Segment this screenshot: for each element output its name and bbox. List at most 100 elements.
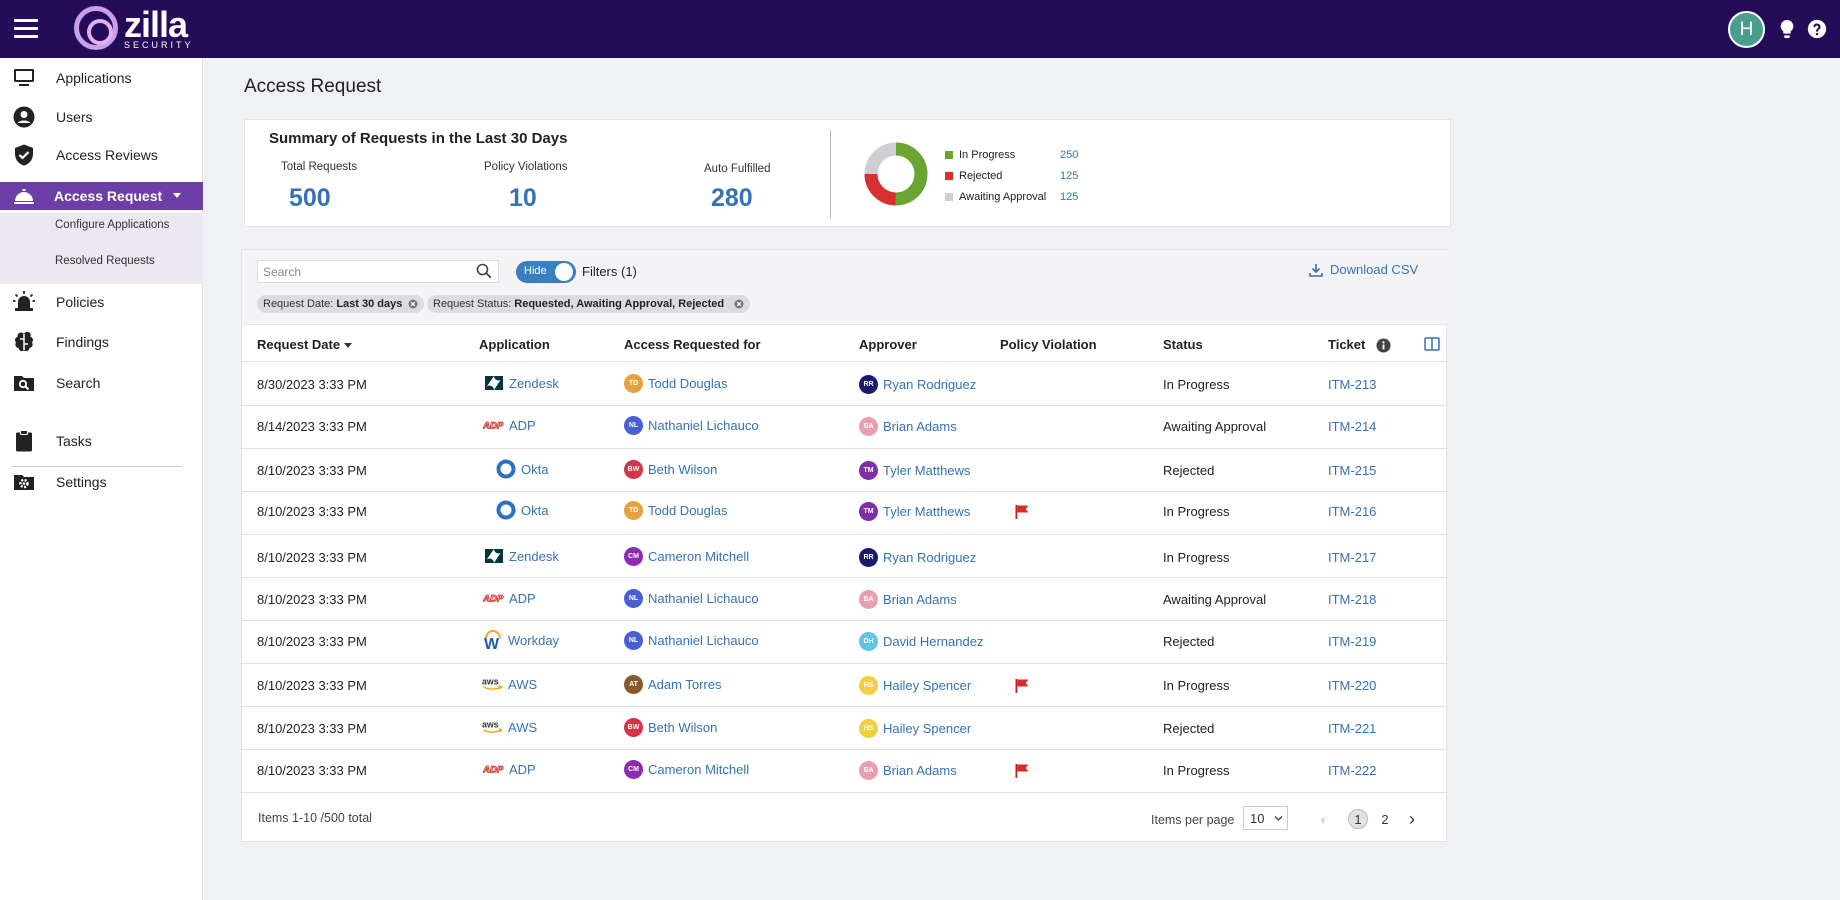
- hamburger-menu-icon[interactable]: [14, 19, 38, 39]
- approver-name: Brian Adams: [883, 419, 957, 434]
- approver-cell[interactable]: BA Brian Adams: [859, 417, 957, 436]
- legend-value-awaiting-approval[interactable]: 125: [1060, 191, 1079, 203]
- policy-violation-flag-icon[interactable]: [1014, 678, 1030, 694]
- application-cell[interactable]: Okta: [495, 459, 548, 479]
- page-2-button[interactable]: 2: [1381, 811, 1389, 827]
- approver-cell[interactable]: BA Brian Adams: [859, 761, 957, 780]
- column-settings-icon[interactable]: [1424, 336, 1440, 352]
- policy-violation-flag-icon[interactable]: [1014, 763, 1030, 779]
- ticket-link[interactable]: ITM-214: [1328, 419, 1377, 434]
- logo-mark: [74, 6, 118, 50]
- ticket-link[interactable]: ITM-213: [1328, 377, 1377, 392]
- approver-cell[interactable]: RR Ryan Rodriguez: [859, 375, 976, 394]
- sidebar-item-policies[interactable]: Policies: [0, 288, 203, 316]
- table-row[interactable]: 8/10/2023 3:33 PM aws AWS BW Beth Wilson HS Ha…: [242, 707, 1448, 750]
- column-header-approver[interactable]: Approver: [859, 337, 917, 352]
- table-row[interactable]: 8/10/2023 3:33 PM W Workday NL Nathaniel Lic…: [242, 621, 1448, 664]
- table-row[interactable]: 8/10/2023 3:33 PM Okta BW Beth Wilson TM Tyle…: [242, 449, 1448, 492]
- ticket-link[interactable]: ITM-216: [1328, 504, 1377, 519]
- requester-cell[interactable]: BW Beth Wilson: [624, 460, 717, 479]
- table-row[interactable]: 8/10/2023 3:33 PM ADP ADP NL Nathaniel Licha…: [242, 578, 1448, 621]
- search-input[interactable]: [257, 260, 499, 283]
- approver-name: Hailey Spencer: [883, 721, 972, 736]
- ticket-link[interactable]: ITM-221: [1328, 721, 1377, 736]
- application-cell[interactable]: aws AWS: [482, 718, 537, 736]
- column-header-policy-violation[interactable]: Policy Violation: [1000, 337, 1097, 352]
- policy-violation-flag-icon[interactable]: [1014, 504, 1030, 520]
- requester-cell[interactable]: TD Todd Douglas: [624, 374, 728, 393]
- approver-cell[interactable]: BA Brian Adams: [859, 590, 957, 609]
- sidebar-item-users[interactable]: Users: [0, 103, 203, 131]
- application-cell[interactable]: ADP ADP: [483, 589, 536, 607]
- ticket-link[interactable]: ITM-218: [1328, 592, 1377, 607]
- requester-cell[interactable]: CM Cameron Mitchell: [624, 760, 749, 779]
- table-row[interactable]: 8/10/2023 3:33 PM Okta TD Todd Douglas TM Tyl…: [242, 492, 1448, 535]
- search-icon[interactable]: [476, 263, 492, 279]
- application-cell[interactable]: ADP ADP: [483, 760, 536, 778]
- request-date-cell: 8/10/2023 3:33 PM: [257, 592, 367, 607]
- next-page-button[interactable]: ›: [1409, 808, 1415, 829]
- requester-cell[interactable]: BW Beth Wilson: [624, 718, 717, 737]
- application-cell[interactable]: aws AWS: [482, 675, 537, 693]
- legend-value-rejected[interactable]: 125: [1060, 170, 1079, 182]
- ticket-link[interactable]: ITM-220: [1328, 678, 1377, 693]
- requester-cell[interactable]: NL Nathaniel Lichauco: [624, 631, 759, 650]
- application-cell[interactable]: Zendesk: [483, 374, 559, 392]
- requester-cell[interactable]: AT Adam Torres: [624, 675, 721, 694]
- table-row[interactable]: 8/10/2023 3:33 PM ADP ADP CM Cameron Mitchel…: [242, 750, 1448, 793]
- close-icon[interactable]: [734, 299, 744, 309]
- subnav-item-resolved-requests[interactable]: Resolved Requests: [55, 255, 155, 267]
- close-icon[interactable]: [408, 299, 418, 309]
- column-header-application[interactable]: Application: [479, 337, 550, 352]
- help-icon[interactable]: [1806, 18, 1828, 40]
- download-csv-button[interactable]: Download CSV: [1309, 262, 1418, 277]
- requester-cell[interactable]: NL Nathaniel Lichauco: [624, 589, 759, 608]
- approver-cell[interactable]: HS Hailey Spencer: [859, 719, 971, 738]
- requester-cell[interactable]: TD Todd Douglas: [624, 501, 728, 520]
- application-cell[interactable]: Okta: [495, 500, 548, 520]
- user-avatar[interactable]: H: [1728, 11, 1765, 48]
- okta-logo-icon: [495, 459, 517, 479]
- table-row[interactable]: 8/10/2023 3:33 PM aws AWS AT Adam Torres HS Ha…: [242, 664, 1448, 707]
- items-per-page-select[interactable]: 10: [1243, 806, 1288, 830]
- sidebar-item-search[interactable]: Search: [0, 369, 203, 397]
- application-cell[interactable]: ADP ADP: [483, 416, 536, 434]
- filters-button[interactable]: Filters (1): [582, 264, 637, 279]
- sidebar-item-access-reviews[interactable]: Access Reviews: [0, 141, 203, 169]
- sidebar-item-applications[interactable]: Applications: [0, 64, 203, 92]
- ticket-link[interactable]: ITM-217: [1328, 550, 1377, 565]
- info-icon[interactable]: [1376, 338, 1391, 353]
- previous-page-button[interactable]: ‹: [1320, 811, 1326, 827]
- sidebar-item-tasks[interactable]: Tasks: [0, 427, 203, 455]
- approver-cell[interactable]: TM Tyler Matthews: [859, 461, 970, 480]
- legend-value-in-progress[interactable]: 250: [1060, 149, 1079, 161]
- sidebar-item-access-request[interactable]: Access Request: [0, 182, 203, 210]
- approver-avatar: RR: [859, 548, 878, 567]
- ticket-link[interactable]: ITM-219: [1328, 634, 1377, 649]
- table-row[interactable]: 8/10/2023 3:33 PM Zendesk CM Cameron Mitche…: [242, 535, 1448, 578]
- table-row[interactable]: 8/14/2023 3:33 PM ADP ADP NL Nathaniel Licha…: [242, 406, 1448, 449]
- requester-avatar: NL: [624, 631, 643, 650]
- approver-cell[interactable]: HS Hailey Spencer: [859, 676, 971, 695]
- subnav-item-configure-applications[interactable]: Configure Applications: [55, 219, 170, 231]
- column-header-ticket[interactable]: Ticket: [1328, 337, 1391, 353]
- approver-cell[interactable]: RR Ryan Rodriguez: [859, 548, 976, 567]
- sidebar-item-findings[interactable]: Findings: [0, 328, 203, 356]
- requester-cell[interactable]: CM Cameron Mitchell: [624, 547, 749, 566]
- column-header-status[interactable]: Status: [1163, 337, 1203, 352]
- application-cell[interactable]: Zendesk: [483, 547, 559, 565]
- approver-cell[interactable]: TM Tyler Matthews: [859, 502, 970, 521]
- column-header-access-requested-for[interactable]: Access Requested for: [624, 337, 761, 352]
- sidebar-item-settings[interactable]: Settings: [0, 468, 203, 496]
- approver-cell[interactable]: DH David Hernandez: [859, 632, 983, 651]
- zilla-logo[interactable]: zilla SECURITY: [74, 6, 194, 50]
- page-1-button[interactable]: 1: [1348, 809, 1368, 829]
- ticket-link[interactable]: ITM-222: [1328, 763, 1377, 778]
- table-row[interactable]: 8/30/2023 3:33 PM Zendesk TD Todd Douglas RR…: [242, 363, 1448, 406]
- ticket-link[interactable]: ITM-215: [1328, 463, 1377, 478]
- column-header-request-date[interactable]: Request Date: [257, 337, 353, 352]
- requester-cell[interactable]: NL Nathaniel Lichauco: [624, 416, 759, 435]
- lightbulb-icon[interactable]: [1776, 18, 1798, 40]
- application-cell[interactable]: W Workday: [482, 630, 559, 650]
- hide-filters-toggle[interactable]: Hide: [516, 261, 576, 283]
